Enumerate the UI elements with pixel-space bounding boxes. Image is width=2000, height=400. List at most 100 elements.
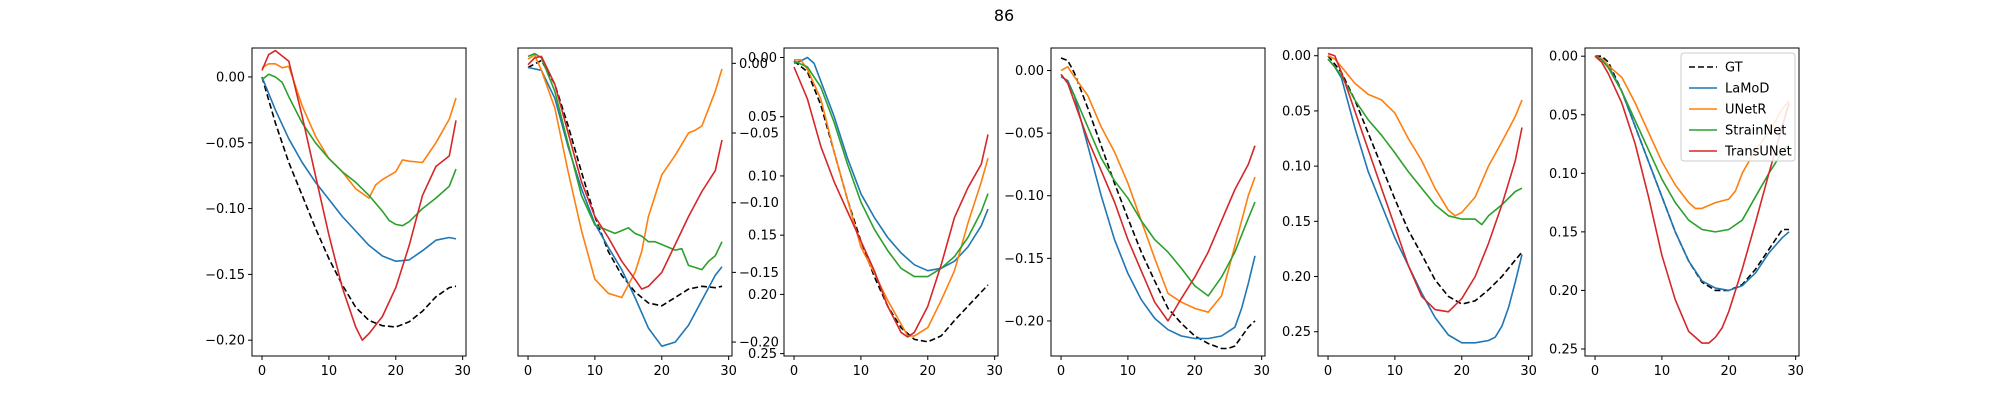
series-line-transunet <box>1327 52 1523 313</box>
figure-title: 86 <box>994 6 1014 25</box>
x-tick-label: 20 <box>920 364 937 379</box>
axes-frame <box>1050 47 1266 357</box>
x-tick-label: 20 <box>1187 364 1204 379</box>
y-tick-label: 0.20 <box>1549 284 1578 299</box>
series-line-lamod <box>261 76 457 263</box>
y-tick-label: 0.10 <box>1549 167 1578 182</box>
x-tick-label: 30 <box>1253 364 1270 379</box>
plot-area <box>261 49 457 342</box>
plot-area <box>793 56 989 343</box>
series-line-strainnet <box>793 60 989 278</box>
y-tick-label: −0.10 <box>739 196 779 211</box>
y-tick-label: −0.05 <box>1004 127 1044 142</box>
x-tick-label: 20 <box>654 364 671 379</box>
x-tick-label: 30 <box>454 364 471 379</box>
y-tick-label: 0.25 <box>1282 325 1311 340</box>
series-line-strainnet <box>1060 73 1256 297</box>
x-tick-label: 30 <box>1520 364 1537 379</box>
chart-panel-5: 0 10 20 30 0.00 0.05 0.10 0.15 0.20 0.25 <box>1282 47 1537 379</box>
series-line-transunet <box>261 49 457 342</box>
series-line-strainnet <box>1327 58 1523 226</box>
y-tick-label: −0.15 <box>1004 252 1044 267</box>
chart-panel-4: 0 10 20 30 0.00 −0.05 −0.10 −0.15 −0.20 <box>1004 47 1270 379</box>
series-line-unetr <box>261 62 457 199</box>
x-tick-label: 20 <box>1454 364 1471 379</box>
series-line-unetr <box>527 54 723 299</box>
series-line-unetr <box>1327 54 1523 217</box>
y-tick-label: 0.00 <box>1282 49 1311 64</box>
y-tick-label: 0.20 <box>748 288 777 303</box>
y-tick-label: 0.25 <box>748 347 777 362</box>
y-tick-label: 0.00 <box>1549 50 1578 65</box>
x-tick-label: 30 <box>720 364 737 379</box>
series-line-transunet <box>1594 55 1790 344</box>
y-tick-label: 0.00 <box>216 70 245 85</box>
series-line-strainnet <box>261 73 457 227</box>
plot-area <box>1327 52 1523 344</box>
axes-frame <box>783 47 999 357</box>
x-tick-label: 10 <box>1387 364 1404 379</box>
y-tick-label: −0.10 <box>1004 189 1044 204</box>
series-line-transunet <box>1060 73 1256 322</box>
y-tick-label: 0.15 <box>748 229 777 244</box>
x-tick-label: 10 <box>853 364 870 379</box>
x-tick-label: 0 <box>524 364 532 379</box>
y-tick-label: 0.15 <box>1282 215 1311 230</box>
legend-label-gt: GT <box>1725 61 1743 76</box>
x-tick-label: 0 <box>1324 364 1332 379</box>
x-tick-label: 0 <box>790 364 798 379</box>
axes-frame <box>1584 47 1800 357</box>
y-tick-label: 0.10 <box>748 169 777 184</box>
x-tick-label: 10 <box>1654 364 1671 379</box>
series-line-unetr <box>1060 66 1256 314</box>
series-line-lamod <box>793 56 989 272</box>
plot-area <box>527 52 723 348</box>
chart-panel-6: 0 10 20 30 0.00 0.05 0.10 0.15 0.20 0.25 GT LaMoD UN… <box>1549 47 1804 379</box>
series-line-lamod <box>1060 76 1256 340</box>
y-tick-label: 0.25 <box>1549 342 1578 357</box>
series-line-gt <box>261 76 457 328</box>
y-tick-label: −0.15 <box>205 268 245 283</box>
x-tick-label: 20 <box>388 364 405 379</box>
y-tick-label: −0.15 <box>739 266 779 281</box>
chart-panel-1: 0 10 20 30 0.00 −0.05 −0.10 −0.15 −0.20 <box>205 47 471 379</box>
x-tick-label: 0 <box>1057 364 1065 379</box>
legend-label-strainnet: StrainNet <box>1725 124 1786 139</box>
panels: 0 10 20 30 0.00 −0.05 −0.10 −0.15 −0.20 0 10 20 30 0.… <box>205 47 1804 379</box>
y-tick-label: −0.20 <box>1004 314 1044 329</box>
x-tick-label: 0 <box>258 364 266 379</box>
x-tick-label: 20 <box>1721 364 1738 379</box>
y-tick-label: 0.05 <box>1282 104 1311 119</box>
y-tick-label: 0.20 <box>1282 270 1311 285</box>
series-line-gt <box>793 60 989 343</box>
y-tick-label: −0.05 <box>205 136 245 151</box>
series-line-strainnet <box>527 52 723 271</box>
x-tick-label: 30 <box>986 364 1003 379</box>
series-line-lamod <box>1327 58 1523 344</box>
y-tick-label: 0.05 <box>1549 108 1578 123</box>
axes-frame <box>251 47 467 357</box>
plot-area <box>1060 57 1256 350</box>
y-tick-label: −0.20 <box>205 334 245 349</box>
chart-panel-3: 0 10 20 30 0.00 0.05 0.10 0.15 0.20 0.25 <box>748 47 1003 379</box>
x-tick-label: 30 <box>1787 364 1804 379</box>
legend-label-unetr: UNetR <box>1725 103 1766 118</box>
y-tick-label: −0.05 <box>739 127 779 142</box>
y-tick-label: 0.00 <box>739 57 768 72</box>
x-tick-label: 10 <box>1120 364 1137 379</box>
axes-frame <box>1317 47 1533 357</box>
series-line-unetr <box>794 58 989 337</box>
legend-label-lamod: LaMoD <box>1725 82 1769 97</box>
legend: GT LaMoD UNetR StrainNet TransUNet <box>1680 52 1796 162</box>
x-tick-label: 10 <box>321 364 338 379</box>
axes-frame <box>517 47 733 357</box>
series-line-transunet <box>793 66 989 338</box>
y-tick-label: 0.10 <box>1282 160 1311 175</box>
y-tick-label: 0.00 <box>1015 64 1044 79</box>
legend-label-transunet: TransUNet <box>1724 145 1792 160</box>
x-tick-label: 10 <box>587 364 604 379</box>
x-tick-label: 0 <box>1591 364 1599 379</box>
y-tick-label: −0.20 <box>739 336 779 351</box>
series-line-gt <box>1327 55 1523 305</box>
